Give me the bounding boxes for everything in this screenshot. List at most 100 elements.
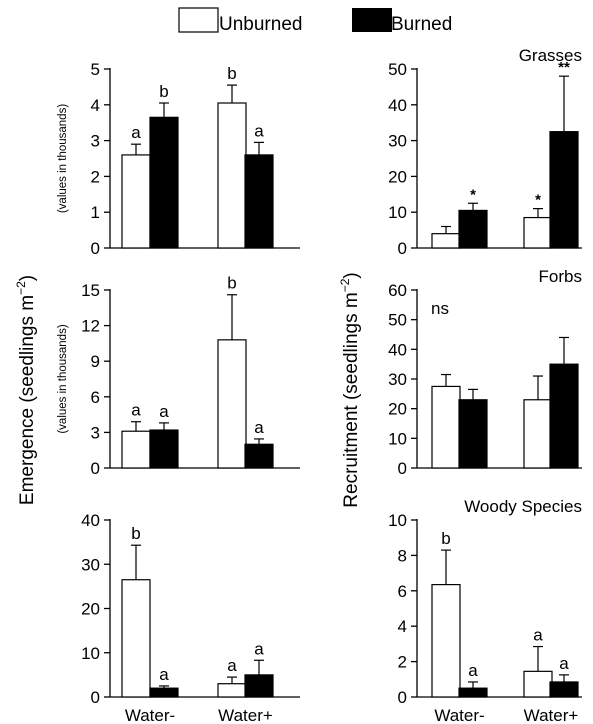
significance-label: a bbox=[559, 654, 569, 673]
bar-burned bbox=[549, 681, 579, 698]
significance-label: a bbox=[254, 121, 264, 140]
significance-label: b bbox=[441, 529, 450, 548]
significance-label: * bbox=[470, 186, 476, 203]
y-tick-label: 30 bbox=[81, 555, 100, 574]
y-tick-label: 50 bbox=[388, 311, 407, 330]
y-tick-label: 10 bbox=[388, 511, 407, 530]
y-tick-label: 0 bbox=[91, 688, 100, 707]
bar-unburned bbox=[217, 683, 247, 698]
significance-label: a bbox=[131, 401, 141, 420]
panel-title: Forbs bbox=[539, 267, 582, 286]
y-tick-label: 40 bbox=[81, 511, 100, 530]
significance-label: a bbox=[159, 402, 169, 421]
legend-swatch-unburned bbox=[178, 7, 219, 33]
bar-burned bbox=[149, 116, 179, 249]
y-tick-label: 40 bbox=[388, 340, 407, 359]
bar-burned bbox=[244, 443, 274, 469]
x-tick-label: Water- bbox=[434, 706, 484, 724]
legend-label-burned: Burned bbox=[391, 14, 452, 35]
y-tick-label: 10 bbox=[388, 203, 407, 222]
panel-emergence-total: 0 1 2 3 4 5 a b b a (values in thousands) bbox=[57, 60, 300, 258]
panel-forbs: 0 10 20 30 40 50 60 Forbs ns bbox=[388, 267, 582, 478]
bar-burned bbox=[458, 399, 488, 469]
y-tick-label: 30 bbox=[388, 370, 407, 389]
x-tick-label: Water+ bbox=[524, 706, 579, 724]
bar-unburned bbox=[431, 584, 461, 698]
y-tick-label: 12 bbox=[81, 317, 100, 336]
y-tick-label: 6 bbox=[91, 388, 100, 407]
bar-burned bbox=[149, 429, 179, 469]
panel-title: Grasses bbox=[519, 46, 582, 65]
bar-unburned bbox=[431, 233, 461, 249]
y-tick-label: 3 bbox=[91, 132, 100, 151]
bar-burned bbox=[149, 687, 179, 698]
y-tick-label: 0 bbox=[398, 688, 407, 707]
bar-unburned bbox=[523, 670, 553, 698]
y-tick-label: 3 bbox=[91, 423, 100, 442]
y-tick-label: 0 bbox=[91, 239, 100, 258]
significance-label: a bbox=[227, 656, 237, 675]
bar-unburned bbox=[217, 339, 247, 469]
y-tick-label: 2 bbox=[398, 653, 407, 672]
y-tick-label: 10 bbox=[388, 429, 407, 448]
significance-label: a bbox=[468, 661, 478, 680]
significance-label: a bbox=[254, 639, 264, 658]
y-axis-title-left: Emergence (seedlings m−2) bbox=[14, 275, 38, 505]
y-tick-label: 0 bbox=[398, 459, 407, 478]
significance-label: a bbox=[131, 123, 141, 142]
panel-note: ns bbox=[431, 299, 449, 318]
panel-title: Woody Species bbox=[464, 497, 582, 516]
significance-label: a bbox=[254, 418, 264, 437]
y-tick-label: 20 bbox=[81, 600, 100, 619]
significance-label: b bbox=[131, 524, 140, 543]
bar-burned bbox=[244, 154, 274, 249]
bar-burned bbox=[458, 209, 488, 249]
y-tick-label: 40 bbox=[388, 96, 407, 115]
significance-label: ** bbox=[558, 59, 570, 76]
legend-label-unburned: Unburned bbox=[219, 14, 302, 35]
y-tick-label: 30 bbox=[388, 132, 407, 151]
y-tick-label: 0 bbox=[398, 239, 407, 258]
y-tick-label: 0 bbox=[91, 459, 100, 478]
significance-label: b bbox=[227, 64, 236, 83]
significance-label: b bbox=[227, 274, 236, 293]
y-tick-label: 15 bbox=[81, 281, 100, 300]
significance-label: b bbox=[159, 82, 168, 101]
y-tick-label: 4 bbox=[91, 96, 100, 115]
y-tick-label: 2 bbox=[91, 167, 100, 186]
y-tick-label: 5 bbox=[91, 60, 100, 79]
x-tick-label: Water- bbox=[125, 706, 175, 724]
units-note: (values in thousands) bbox=[57, 104, 69, 213]
y-tick-label: 50 bbox=[388, 60, 407, 79]
y-tick-label: 6 bbox=[398, 582, 407, 601]
bar-unburned bbox=[121, 430, 151, 469]
significance-label: a bbox=[159, 665, 169, 684]
y-tick-label: 1 bbox=[91, 203, 100, 222]
bar-burned bbox=[549, 131, 579, 249]
bar-burned bbox=[549, 363, 579, 469]
y-tick-label: 8 bbox=[398, 546, 407, 565]
bar-unburned bbox=[431, 385, 461, 469]
bar-unburned bbox=[217, 102, 247, 249]
x-tick-label: Water+ bbox=[218, 706, 273, 724]
bar-unburned bbox=[121, 579, 151, 698]
bar-burned bbox=[244, 674, 274, 698]
legend: Unburned Burned bbox=[178, 7, 452, 35]
y-tick-label: 9 bbox=[91, 352, 100, 371]
legend-swatch-burned bbox=[352, 8, 392, 32]
bar-unburned bbox=[121, 154, 151, 249]
bar-unburned bbox=[523, 399, 553, 469]
bar-burned bbox=[458, 687, 488, 698]
y-axis-title-right: Recruitment (seedlings m−2) bbox=[338, 272, 362, 507]
bar-unburned bbox=[523, 216, 553, 249]
y-tick-label: 20 bbox=[388, 400, 407, 419]
units-note: (values in thousands) bbox=[57, 324, 69, 433]
y-tick-label: 10 bbox=[81, 644, 100, 663]
significance-label: a bbox=[533, 626, 543, 645]
significance-label: * bbox=[535, 192, 541, 209]
